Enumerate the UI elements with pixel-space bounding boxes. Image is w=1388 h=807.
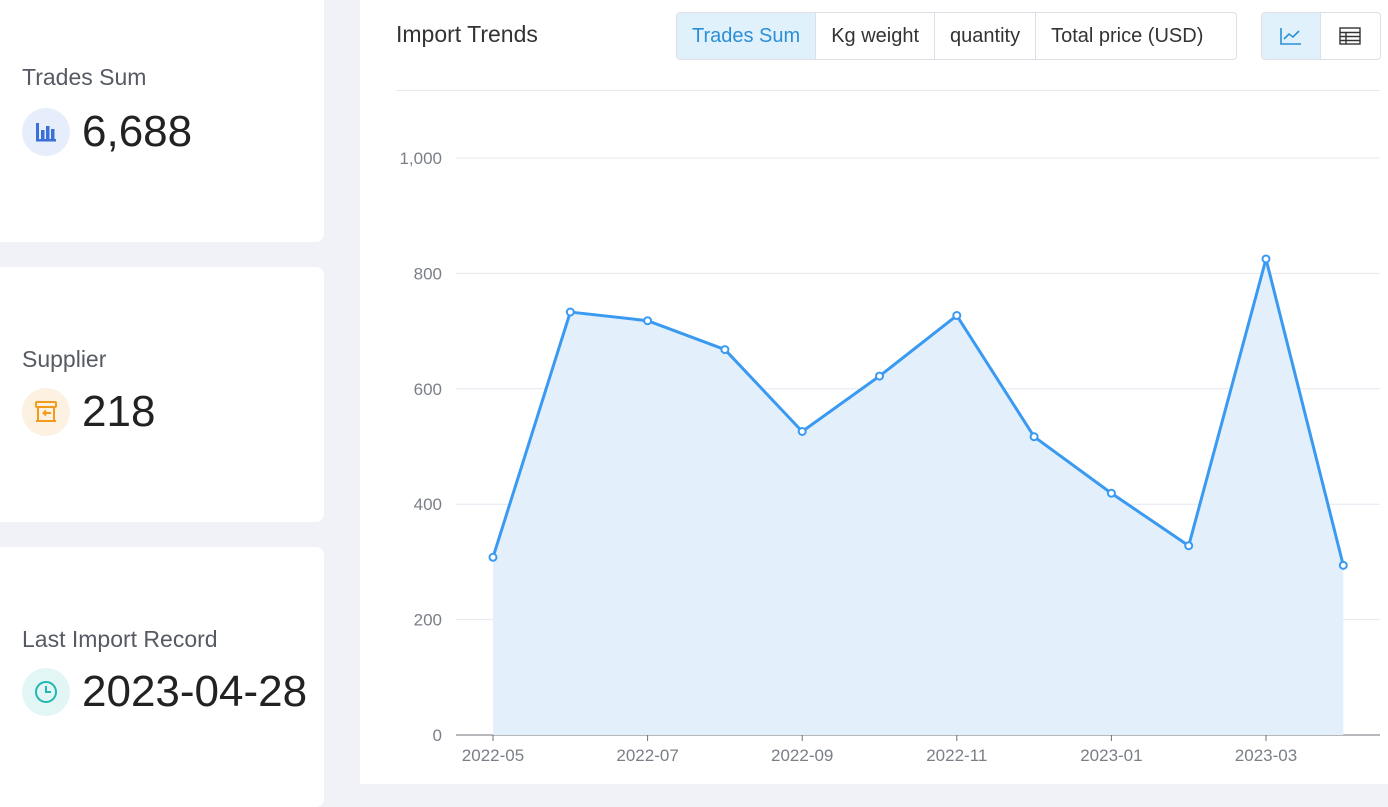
y-tick-label: 200 xyxy=(414,611,442,630)
data-point xyxy=(720,345,730,355)
data-point xyxy=(643,316,653,326)
y-tick-label: 1,000 xyxy=(399,149,442,168)
last-import-label: Last Import Record xyxy=(22,626,218,652)
data-point xyxy=(875,371,884,381)
tab-quantity[interactable]: quantity xyxy=(934,13,1036,59)
data-point xyxy=(1261,254,1271,264)
trades-sum-label: Trades Sum xyxy=(22,64,147,90)
y-tick-label: 400 xyxy=(414,495,442,514)
trades-sum-value: 6,688 xyxy=(82,107,193,156)
x-tick-label: 2022-05 xyxy=(462,746,524,765)
table-view-button[interactable] xyxy=(1320,13,1379,59)
bar-chart-icon xyxy=(22,108,70,156)
import-trends-chart: 0 200 400 600 800 1,000 2022-05 2022-07 2022-09 2… xyxy=(399,149,1380,765)
series-line xyxy=(491,257,1345,566)
metric-segmented-control: Trades Sum Kg weight quantity Total pric… xyxy=(676,12,1237,60)
last-import-row: 2023-04-28 xyxy=(22,668,307,716)
y-tick-label: 0 xyxy=(433,726,442,745)
x-tick-label: 2023-01 xyxy=(1080,746,1142,765)
y-tick-label: 800 xyxy=(414,264,442,283)
x-tick-label: 2022-09 xyxy=(771,746,833,765)
data-point xyxy=(488,552,498,562)
series-area xyxy=(493,258,1344,735)
supplier-value: 218 xyxy=(82,387,156,436)
x-tick-label: 2022-11 xyxy=(926,746,987,765)
x-tick-label: 2022-07 xyxy=(616,746,678,765)
data-point xyxy=(952,311,962,321)
header-divider xyxy=(396,90,1380,91)
store-icon xyxy=(22,388,70,436)
x-tick-label: 2023-03 xyxy=(1235,746,1297,765)
data-point xyxy=(1338,560,1348,570)
clock-icon xyxy=(22,668,70,716)
data-point xyxy=(565,307,575,317)
panel-title: Import Trends xyxy=(396,21,538,47)
last-import-card: Last Import Record 2023-04-28 xyxy=(0,547,324,807)
tab-kg-weight[interactable]: Kg weight xyxy=(815,13,935,59)
y-tick-label: 600 xyxy=(414,380,442,399)
import-trends-panel: Import Trends Trades Sum Kg weight quant… xyxy=(360,0,1388,784)
trades-sum-row: 6,688 xyxy=(22,108,192,156)
trades-sum-card: Trades Sum 6,688 xyxy=(0,0,324,242)
supplier-card: Supplier 218 xyxy=(0,267,324,522)
view-toggle xyxy=(1261,12,1381,60)
table-icon xyxy=(1339,27,1361,45)
line-chart-icon xyxy=(1280,28,1301,45)
last-import-value: 2023-04-28 xyxy=(82,667,308,716)
data-point xyxy=(1184,541,1194,551)
data-point xyxy=(797,426,807,436)
supplier-row: 218 xyxy=(22,388,155,436)
tab-trades-sum[interactable]: Trades Sum xyxy=(677,13,816,59)
tab-total-price[interactable]: Total price (USD) xyxy=(1035,13,1219,59)
line-chart-view-button[interactable] xyxy=(1262,13,1320,59)
data-point xyxy=(1106,488,1116,498)
data-point xyxy=(1029,432,1039,442)
supplier-label: Supplier xyxy=(22,346,107,372)
